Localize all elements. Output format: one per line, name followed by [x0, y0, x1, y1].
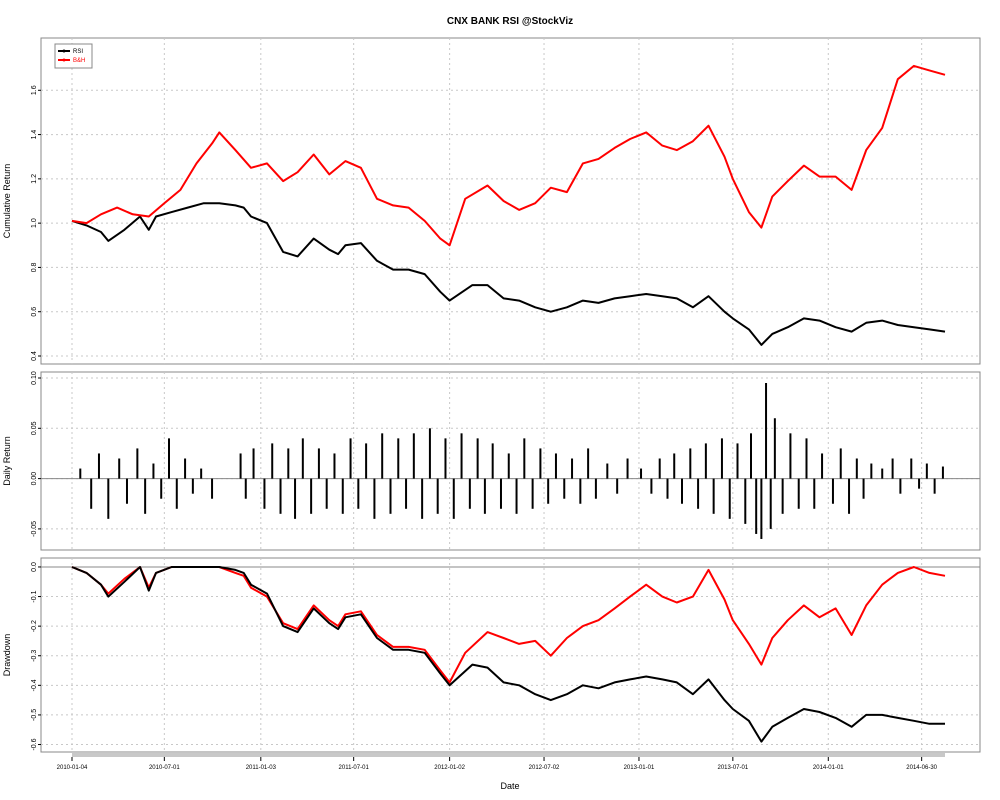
- y-axis-title: Daily Return: [2, 436, 12, 486]
- x-tick-label: 2011-07-01: [339, 765, 370, 771]
- x-tick-label: 2012-01-02: [434, 765, 465, 771]
- y-tick-label: -0.2: [31, 620, 38, 632]
- y-tick-label: 1.2: [31, 174, 38, 184]
- chart-panels: 0.4 0.6 0.8 1.0 1.2 1.4 1.6 Cumulative Return -0…: [2, 37, 981, 753]
- panel-daily-return: -0.05 0.00 0.05 0.10 Daily Return: [2, 371, 981, 551]
- panel-drawdown: -0.6 -0.5 -0.4 -0.3 -0.2 -0.1 0.0 Drawdown: [2, 557, 981, 753]
- legend-label: B&H: [73, 58, 85, 64]
- x-axis-title: Date: [500, 781, 519, 791]
- panel-cumulative-return: 0.4 0.6 0.8 1.0 1.2 1.4 1.6 Cumulative Return: [2, 37, 981, 365]
- y-tick-label: -0.5: [31, 709, 38, 721]
- y-tick-label: 0.4: [31, 351, 38, 361]
- legend-label: RSI: [73, 49, 83, 55]
- y-tick-label: -0.6: [31, 738, 38, 750]
- y-tick-label: 0.6: [31, 307, 38, 317]
- legend-box: [54, 43, 93, 69]
- panel-frame: [40, 557, 981, 753]
- series-line-b-h: [71, 566, 946, 684]
- x-tick-label: 2013-01-01: [624, 765, 655, 771]
- y-axis-title: Cumulative Return: [2, 164, 12, 239]
- panel-frame: [40, 371, 981, 551]
- x-tick-label: 2010-01-04: [57, 765, 88, 771]
- y-tick-label: 0.0: [31, 562, 38, 572]
- series-line-b-h: [71, 64, 946, 247]
- x-tick-label: 2013-07-01: [717, 765, 748, 771]
- series-line-rsi: [71, 202, 946, 346]
- y-tick-label: 1.6: [31, 85, 38, 95]
- y-tick-label: 0.05: [31, 421, 38, 435]
- x-axis-date-band: [72, 753, 945, 757]
- legend: RSI B&H: [54, 43, 93, 69]
- y-tick-label: 1.0: [31, 218, 38, 228]
- legend-marker: [62, 49, 66, 53]
- x-tick-label: 2011-01-03: [246, 765, 277, 771]
- y-tick-label: 0.10: [31, 371, 38, 385]
- y-tick-label: -0.4: [31, 679, 38, 691]
- y-tick-label: -0.3: [31, 650, 38, 662]
- x-tick-label: 2014-01-01: [813, 765, 844, 771]
- y-tick-label: 1.4: [31, 130, 38, 140]
- x-tick-label: 2010-07-01: [149, 765, 180, 771]
- panel-frame: [40, 37, 981, 365]
- y-tick-label: 0.8: [31, 262, 38, 272]
- x-axis: 2010-01-04 2010-07-01 2011-01-03 2011-07-01…: [57, 753, 945, 771]
- y-tick-label: -0.1: [31, 590, 38, 602]
- x-tick-label: 2014-06-30: [906, 765, 937, 771]
- y-tick-label: -0.05: [31, 521, 38, 537]
- chart-title: CNX BANK RSI @StockViz: [447, 16, 573, 27]
- y-tick-label: 0.00: [31, 472, 38, 486]
- y-axis-title: Drawdown: [2, 634, 12, 677]
- x-tick-label: 2012-07-02: [529, 765, 560, 771]
- series-rsi: [79, 383, 944, 539]
- series-line-rsi: [71, 566, 945, 743]
- legend-marker: [62, 58, 66, 62]
